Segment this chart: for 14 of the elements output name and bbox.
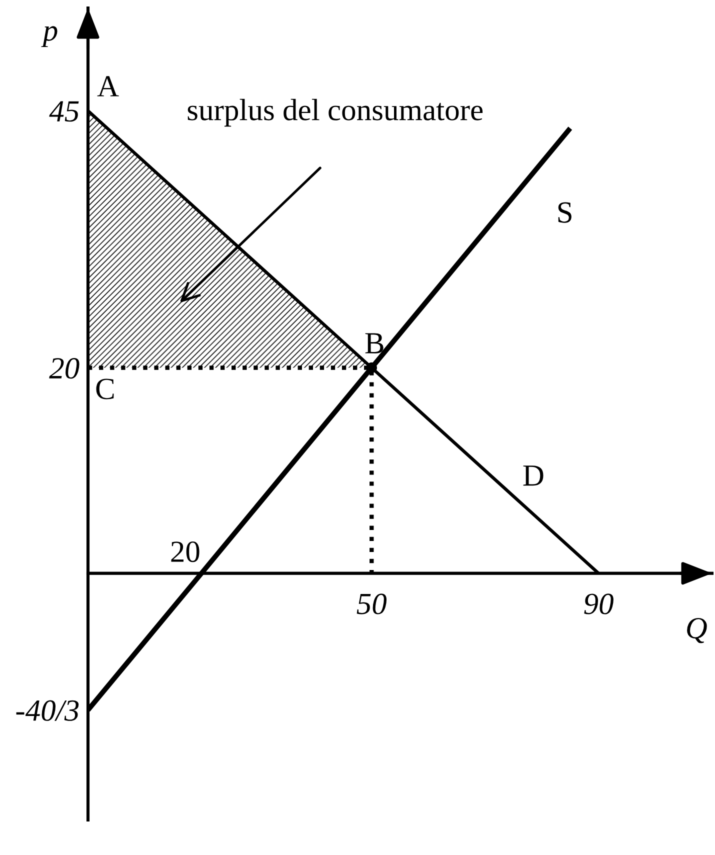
annotation: C (96, 378, 114, 400)
y-tick-label: 20 (49, 358, 80, 379)
x-tick-label: 90 (584, 594, 614, 614)
annotation: surplus del consumatore (188, 98, 483, 127)
annotation: B (365, 333, 384, 354)
annotation: 20 (171, 541, 200, 562)
y-tick-label: 45 (49, 101, 79, 122)
annotation: A (97, 76, 119, 96)
annotation: D (523, 466, 544, 486)
x-axis-title: Q (687, 618, 707, 644)
y-tick-label: -40/3 (16, 700, 79, 721)
x-tick-label: 50 (356, 594, 387, 614)
y-axis-title: p (41, 26, 58, 48)
annotation: S (558, 202, 572, 223)
